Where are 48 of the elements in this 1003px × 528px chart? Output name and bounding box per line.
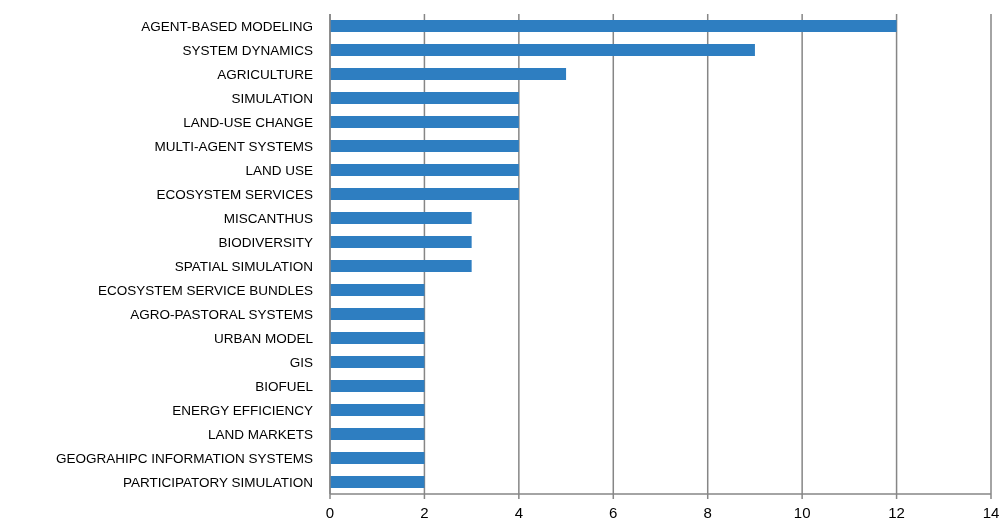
y-tick-label: AGRICULTURE [217,66,313,82]
bar [330,356,425,368]
bar [330,332,425,344]
y-tick-label: URBAN MODEL [213,330,314,346]
bar [330,380,425,392]
x-tick-label: 4 [514,504,524,521]
bar [330,236,472,248]
y-tick-label: LAND MARKETS [207,426,313,442]
y-tick-label: GEOGRAHIPC INFORMATION SYSTEMS [55,450,313,466]
bar [330,92,519,104]
bar [330,116,519,128]
bar [330,452,425,464]
bar [330,260,472,272]
x-tick-label: 10 [793,504,811,521]
y-tick-label: MULTI-AGENT SYSTEMS [154,138,313,154]
y-tick-label: LAND-USE CHANGE [183,114,313,130]
bar [330,404,425,416]
y-tick-label: AGENT-BASED MODELING [141,18,313,34]
y-tick-label: BIOFUEL [255,378,314,394]
bar [330,308,425,320]
x-tick-label: 8 [703,504,712,521]
y-tick-label: LAND USE [245,162,313,178]
y-tick-label: BIODIVERSITY [218,234,313,250]
bar [330,188,519,200]
y-tick-label: PARTICIPATORY SIMULATION [122,474,313,490]
bar [330,428,425,440]
bar [330,284,425,296]
y-tick-label: SPATIAL SIMULATION [174,258,313,274]
y-tick-label: ECOSYSTEM SERVICES [156,186,313,202]
bar [330,140,519,152]
x-tick-label: 2 [420,504,429,521]
y-tick-label: SYSTEM DYNAMICS [182,42,313,58]
bar [330,44,755,56]
y-tick-label: MISCANTHUS [223,210,313,226]
x-tick-label: 12 [888,504,905,521]
y-tick-label: ENERGY EFFICIENCY [172,402,313,418]
bar [330,476,425,488]
y-tick-label: SIMULATION [231,90,313,106]
x-tick-label: 14 [982,504,1000,521]
y-tick-label: GIS [289,354,313,370]
y-tick-label: AGRO-PASTORAL SYSTEMS [130,306,313,322]
y-tick-label: ECOSYSTEM SERVICE BUNDLES [97,282,313,298]
bar [330,20,897,32]
x-tick-label: 0 [325,504,335,521]
bar [330,68,567,80]
x-tick-label: 6 [609,504,618,521]
bar [330,212,472,224]
bar [330,164,519,176]
